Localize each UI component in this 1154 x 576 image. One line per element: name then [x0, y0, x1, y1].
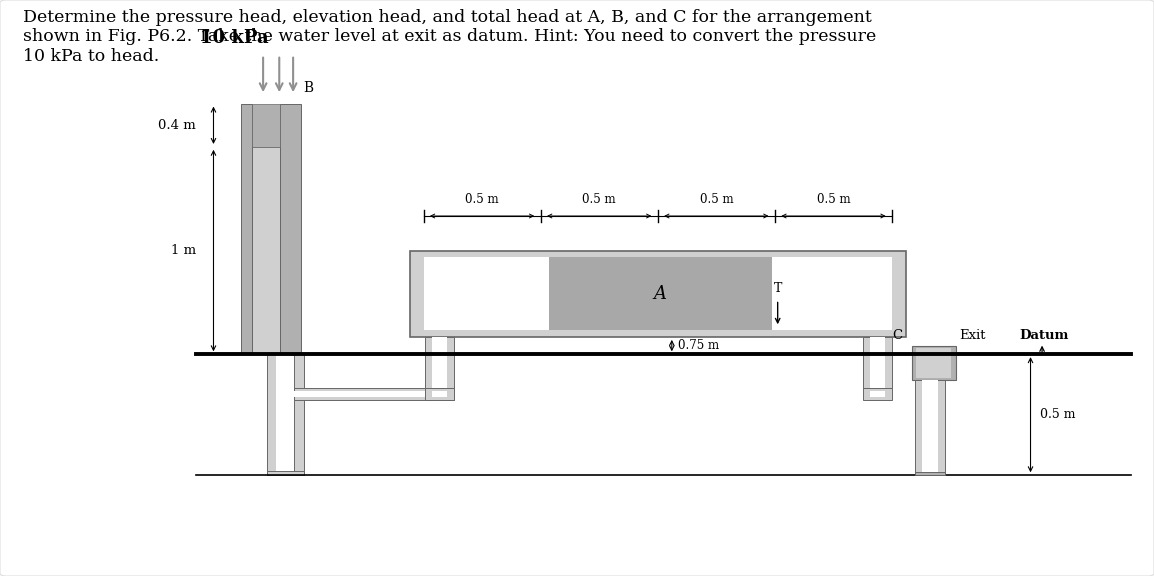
Bar — [425, 388, 454, 400]
Bar — [915, 380, 945, 475]
Bar — [912, 346, 956, 380]
Bar — [410, 251, 906, 337]
Text: 0.5 m: 0.5 m — [465, 192, 499, 206]
Bar — [294, 354, 304, 475]
Bar — [922, 380, 938, 475]
Bar — [870, 337, 885, 388]
Text: Datum: Datum — [1019, 328, 1069, 342]
Text: Exit: Exit — [959, 328, 986, 342]
Bar — [294, 391, 454, 397]
Text: 0.5 m: 0.5 m — [583, 192, 616, 206]
Bar — [280, 104, 301, 354]
Bar — [870, 391, 885, 397]
Text: Determine the pressure head, elevation head, and total head at A, B, and C for t: Determine the pressure head, elevation h… — [23, 9, 876, 65]
Text: 10 kPa: 10 kPa — [200, 29, 269, 47]
Text: A: A — [654, 285, 667, 303]
Bar — [863, 388, 892, 400]
Bar — [294, 388, 454, 400]
Text: 0.5 m: 0.5 m — [699, 192, 733, 206]
Bar — [252, 147, 280, 354]
Text: 0.5 m: 0.5 m — [817, 192, 850, 206]
Text: B: B — [304, 81, 314, 95]
Bar — [548, 257, 772, 330]
Bar — [276, 354, 294, 475]
Bar — [432, 391, 447, 397]
Text: 0.5 m: 0.5 m — [1040, 408, 1076, 421]
Bar — [424, 257, 892, 330]
Bar — [863, 337, 892, 388]
Bar — [432, 337, 447, 388]
Text: 1 m: 1 m — [171, 244, 196, 257]
Bar — [241, 104, 252, 354]
Text: T: T — [773, 282, 782, 294]
Bar — [916, 348, 951, 378]
Text: 0.4 m: 0.4 m — [158, 119, 196, 132]
Bar — [252, 104, 280, 147]
Text: 0.75 m: 0.75 m — [677, 339, 719, 352]
Bar — [267, 354, 276, 475]
Bar — [267, 471, 304, 475]
Bar — [915, 472, 945, 475]
Bar — [425, 337, 454, 388]
Text: C: C — [892, 328, 902, 342]
